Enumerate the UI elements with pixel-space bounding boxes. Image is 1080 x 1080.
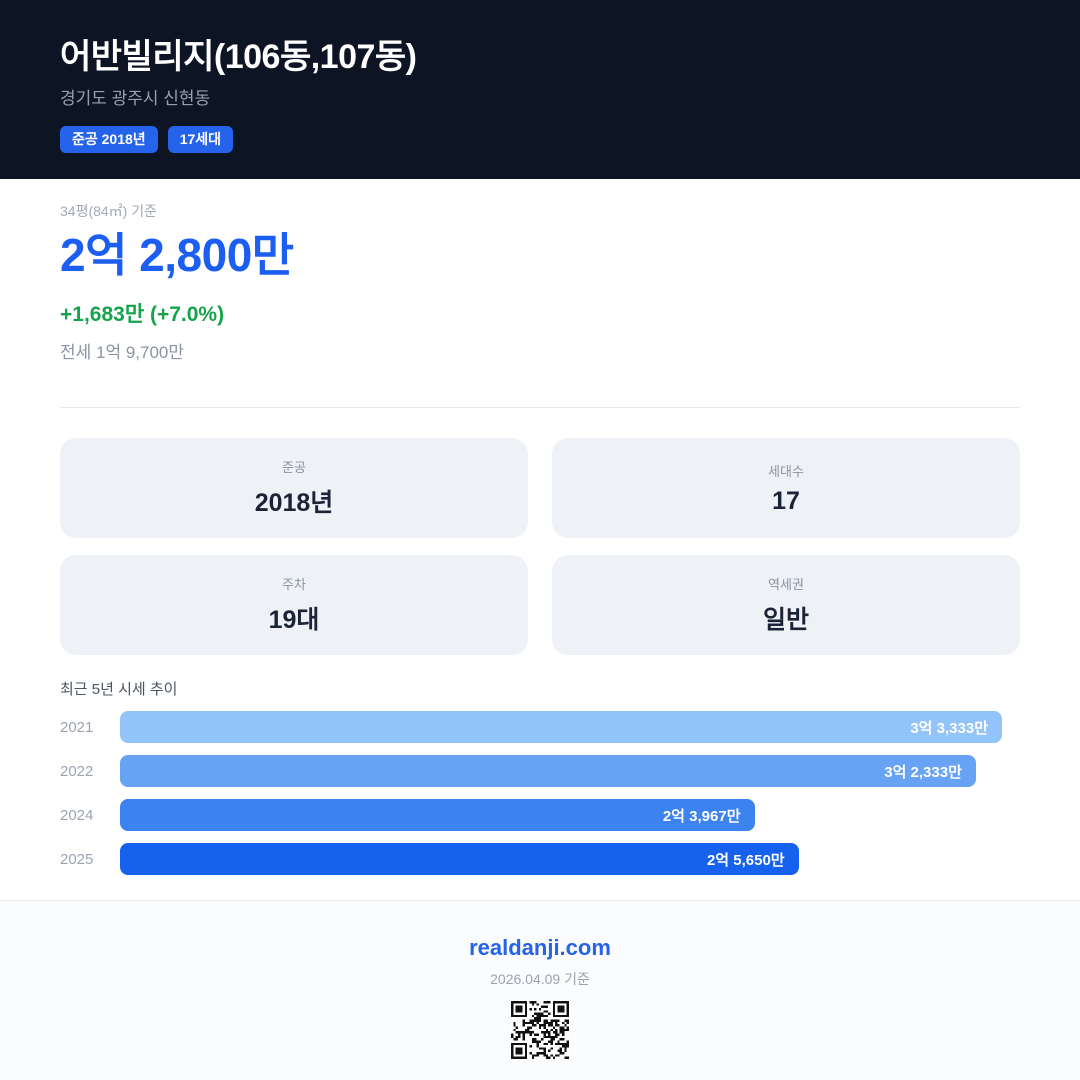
chart-bar-value: 2억 5,650만 [706,851,785,869]
price-trend-chart: 최근 5년 시세 추이 2021 3억 3,333만 2022 3억 2,333만 20… [60,678,1020,887]
info-card-value: 일반 [762,606,809,634]
info-card-label: 주차 [282,577,306,592]
chart-year-label: 2024 [60,806,94,824]
chart-bar-track: 3억 3,333만 [120,711,1020,743]
chart-bar-value: 3억 3,333만 [910,719,988,737]
info-card-value: 17 [772,486,800,515]
chart-year-label: 2021 [60,718,94,736]
qr-code [511,1001,569,1059]
badge-row: 준공 2018년 17세대 [60,126,1020,153]
info-card-value: 2018년 [254,489,334,517]
info-card-label: 세대수 [768,463,804,479]
chart-bar-value: 2억 3,967만 [662,807,741,825]
chart-bar-track: 2억 5,650만 [120,843,1020,875]
info-card-label: 준공 [282,460,306,475]
current-price: 2억 2,800만 [60,229,294,281]
section-divider [60,407,1020,408]
jeonse-price: 전세 1억 9,700만 [60,343,185,362]
chart-title: 최근 5년 시세 추이 [60,681,178,698]
chart-row: 2021 3억 3,333만 [60,711,1020,743]
chart-bar-value: 3억 2,333만 [884,763,962,781]
complex-title: 어반빌리지(106동,107동) [60,38,417,76]
chart-rows: 2021 3억 3,333만 2022 3억 2,333만 2024 2억 3,967만 2… [60,711,1020,875]
info-card-label: 역세권 [768,577,804,592]
badge-0: 준공 2018년 [60,126,158,153]
chart-bar: 3억 2,333만 [120,755,976,787]
info-card: 주차 19대 [60,555,528,655]
chart-bar: 2억 3,967만 [120,799,755,831]
price-section: 34평(84㎡) 기준 2억 2,800만 +1,683만 (+7.0%) 전세… [0,179,1080,363]
chart-bar-track: 3억 2,333만 [120,755,1020,787]
badge-1: 17세대 [167,126,234,153]
chart-row: 2022 3억 2,333만 [60,755,1020,787]
chart-row: 2024 2억 3,967만 [60,799,1020,831]
data-date-note: 2026.04.09 기준 [490,971,590,987]
price-change: +1,683만 (+7.0%) [60,303,225,326]
chart-bar-track: 2억 3,967만 [120,799,1020,831]
complex-address: 경기도 광주시 신현동 [60,89,211,108]
header: 어반빌리지(106동,107동) 경기도 광주시 신현동 준공 2018년 17세… [0,0,1080,179]
chart-row: 2025 2억 5,650만 [60,843,1020,875]
chart-bar: 3억 3,333만 [120,711,1002,743]
price-basis-label: 34평(84㎡) 기준 [60,203,157,219]
info-card: 세대수 17 [552,438,1020,538]
footer: realdanji.com 2026.04.09 기준 [0,900,1080,1080]
info-card: 준공 2018년 [60,438,528,538]
info-card-value: 19대 [268,606,320,634]
site-name: realdanji.com [469,935,611,960]
chart-year-label: 2025 [60,850,94,868]
chart-bar: 2억 5,650만 [120,843,799,875]
chart-year-label: 2022 [60,762,94,780]
